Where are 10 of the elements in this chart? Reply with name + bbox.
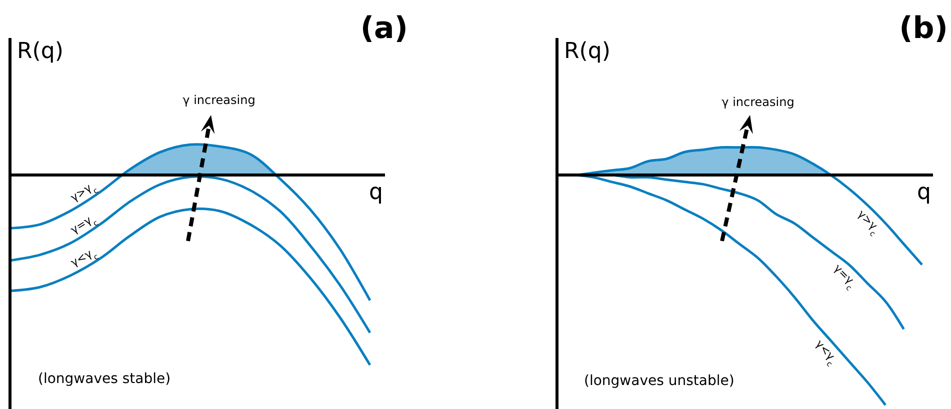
y-axis-title: R(q): [17, 39, 64, 64]
annotation: (longwaves unstable): [584, 373, 734, 389]
x-axis-title: q: [369, 180, 383, 205]
text: (longwaves stable): [38, 371, 171, 387]
x-axis-title: q: [917, 180, 931, 205]
text: γ increasing: [722, 95, 794, 109]
chart-title: (b): [899, 11, 948, 46]
chart-title: (a): [360, 11, 408, 46]
y-axis-title: R(q): [564, 39, 610, 64]
text: γ increasing: [182, 93, 256, 107]
